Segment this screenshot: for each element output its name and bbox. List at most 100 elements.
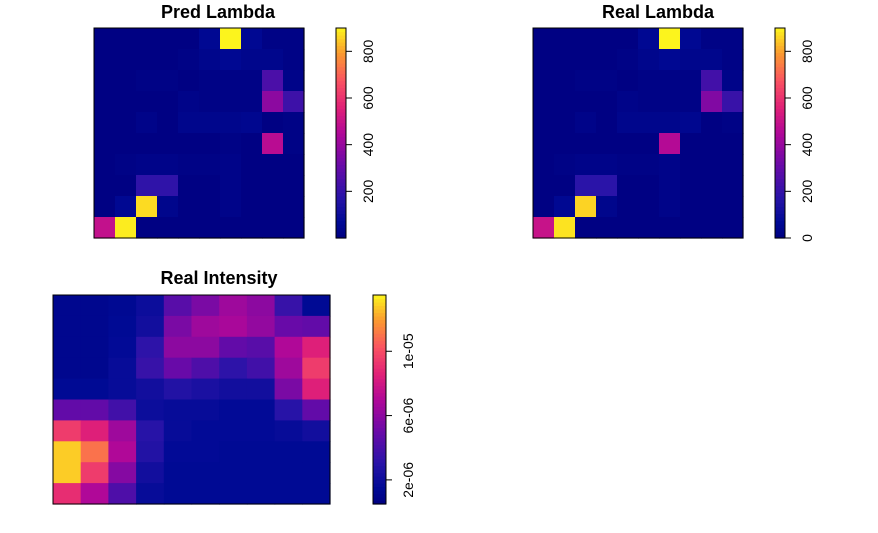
colorbar-tick-label: 400 [360, 133, 376, 157]
heatmap-cell [262, 133, 284, 155]
heatmap-cell [94, 112, 116, 134]
heatmap-cell [302, 378, 331, 401]
heatmap-cell [53, 483, 82, 505]
heatmap-cell [108, 483, 137, 505]
heatmap-cell [533, 112, 555, 134]
heatmap-cell [617, 217, 639, 239]
heatmap-cell [199, 217, 221, 239]
colorbar-segment [373, 368, 386, 373]
colorbar-segment [336, 56, 346, 61]
heatmap-cell [596, 91, 618, 113]
heatmap-cell [163, 420, 193, 442]
colorbar-segment [775, 133, 785, 138]
heatmap-cell [262, 196, 284, 218]
colorbar-segment [775, 203, 785, 208]
colorbar-segment [373, 382, 386, 387]
colorbar-tick-label: 400 [799, 133, 815, 157]
heatmap-cell [283, 28, 305, 50]
heatmap-cell [701, 112, 723, 134]
colorbar-segment [373, 486, 386, 491]
heatmap-cell [80, 441, 109, 463]
colorbar-segment [373, 295, 386, 300]
colorbar-tick-label: 800 [799, 39, 815, 63]
colorbar-segment [336, 203, 346, 208]
colorbar-segment [373, 364, 386, 369]
colorbar-segment [775, 175, 785, 180]
colorbar-segment [336, 161, 346, 166]
heatmap-cell [659, 154, 681, 176]
colorbar-segment [775, 234, 785, 239]
colorbar-segment [336, 171, 346, 176]
colorbar-segment [373, 333, 386, 338]
heatmap-cell [136, 154, 158, 176]
colorbar-segment [373, 354, 386, 359]
colorbar-segment [373, 340, 386, 345]
heatmap-cell [94, 28, 116, 50]
heatmap-cell [115, 154, 137, 176]
heatmap-cell [246, 315, 276, 338]
heatmap-cell [701, 133, 723, 155]
heatmap-cell [115, 196, 137, 218]
colorbar-segment [373, 448, 386, 453]
heatmap-cell [241, 91, 263, 113]
heatmap-cell [220, 91, 242, 113]
heatmap-cell [722, 28, 744, 50]
colorbar-segment [775, 178, 785, 183]
heatmap-cell [191, 315, 220, 338]
heatmap-cell [659, 217, 681, 239]
heatmap-cell [136, 336, 165, 359]
colorbar-segment [373, 389, 386, 394]
colorbar-segment [336, 38, 346, 43]
colorbar-segment [336, 63, 346, 68]
heatmap-cell [220, 175, 242, 197]
colorbar-segment [373, 357, 386, 362]
heatmap-cell [283, 49, 305, 71]
colorbar-tick-label: 600 [799, 86, 815, 110]
heatmap-cell [178, 70, 200, 92]
colorbar-segment [336, 66, 346, 71]
heatmap-cell [53, 378, 82, 401]
heatmap-cell [136, 483, 165, 505]
colorbar-segment [775, 87, 785, 92]
heatmap-cell [241, 196, 263, 218]
heatmap-cell [163, 399, 193, 421]
colorbar-segment [775, 210, 785, 215]
heatmap-cell [80, 483, 109, 505]
colorbar-segment [336, 28, 346, 33]
heatmap-cell [157, 28, 179, 50]
heatmap-cell [246, 357, 276, 380]
colorbar-segment [373, 416, 386, 421]
heatmap-cell [262, 49, 284, 71]
colorbar-segment [336, 98, 346, 103]
heatmap-cell [701, 217, 723, 239]
heatmap-cell [191, 441, 220, 463]
colorbar-tick-label: 200 [799, 179, 815, 203]
colorbar-segment [775, 42, 785, 47]
colorbar-segment [373, 409, 386, 415]
heatmap-cell [617, 112, 639, 134]
colorbar-segment [373, 305, 386, 310]
colorbar-segment [373, 361, 386, 366]
colorbar-segment [373, 326, 386, 331]
heatmap-cell [219, 483, 248, 505]
heatmap-cell [115, 133, 137, 155]
heatmap-cell [191, 420, 220, 442]
colorbar-segment [775, 224, 785, 229]
heatmap-cell [219, 336, 248, 359]
heatmap-cell [596, 133, 618, 155]
heatmap-cell [596, 196, 618, 218]
heatmap-cell [701, 70, 723, 92]
colorbar-segment [373, 396, 386, 401]
heatmap-cell [136, 441, 165, 463]
heatmap-cell [722, 154, 744, 176]
colorbar-segment [336, 185, 346, 190]
heatmap-cell [722, 91, 744, 113]
heatmap-cell [659, 49, 681, 71]
heatmap-cell [178, 112, 200, 134]
heatmap-cell [659, 133, 681, 155]
colorbar-segment [775, 168, 785, 173]
colorbar-segment [775, 140, 785, 145]
colorbar-segment [373, 434, 386, 439]
colorbar-segment [775, 122, 785, 127]
colorbar-segment [775, 112, 785, 117]
